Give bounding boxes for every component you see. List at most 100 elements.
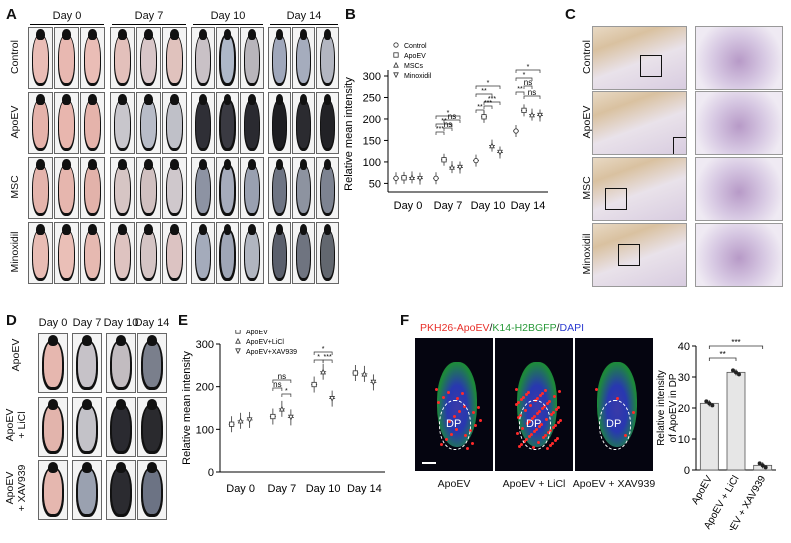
e-point-s1-c0 xyxy=(237,417,244,424)
f-x-tick-label-0: ApoEV xyxy=(690,474,715,507)
mouse-photo-r2-d1-2 xyxy=(162,157,187,219)
b-sig-label-10: * xyxy=(527,64,530,71)
b-sig-label-14: ns xyxy=(528,88,536,97)
day-label-2: Day 10 xyxy=(210,10,246,22)
f-fluorescence-image-2: DP xyxy=(575,338,653,471)
f-dp-label-1: DP xyxy=(526,418,542,430)
e-sig-bracket-0 xyxy=(272,379,292,383)
f-image-caption-2: ApoEV + XAV939 xyxy=(572,478,656,490)
mouse-photo-r0-d3-1 xyxy=(292,27,315,89)
b-point-s1-c3 xyxy=(521,107,527,113)
e-point-s0-c2 xyxy=(311,381,317,388)
row-label-1: ApoEV xyxy=(9,105,21,139)
e-legend-marker-0 xyxy=(235,330,241,334)
e-sig-label-5: *** xyxy=(324,354,332,361)
e-x-tick-label-3: Day 14 xyxy=(347,483,382,495)
b-point-s3-c0 xyxy=(417,176,423,182)
b-sig-label-13: ns xyxy=(524,78,532,87)
c-histology-zoom-3 xyxy=(695,223,783,287)
e-legend-marker-2 xyxy=(235,348,241,355)
mouse-photo-r3-d1-0 xyxy=(110,222,135,284)
e-point-s0-c1 xyxy=(270,413,276,420)
mouse-photo-r2-d3-0 xyxy=(268,157,291,219)
c-inset-box-1 xyxy=(673,137,686,154)
mouse-photo-r1-d2-2 xyxy=(240,92,264,154)
c-inset-box-3 xyxy=(618,244,640,266)
mouse-photo-r2-d0-0 xyxy=(28,157,53,219)
f-title-part-1: / xyxy=(489,322,493,334)
f-dp-region-1 xyxy=(519,400,551,450)
c-histology-overview-1 xyxy=(592,91,687,155)
mouse-photo-r3-d3-1 xyxy=(292,222,315,284)
b-point-s0-c3 xyxy=(513,128,519,134)
d-mouse-photo-r2-c2 xyxy=(106,460,136,520)
e-sig-label-1: ns xyxy=(273,380,281,389)
d-day-label-0: Day 0 xyxy=(38,317,68,329)
b-sig-bracket-13 xyxy=(523,85,533,89)
e-y-tick-label-0: 0 xyxy=(208,467,214,479)
f-point-2-1 xyxy=(760,463,765,468)
f-point-2-0 xyxy=(757,461,762,466)
e-point-s2-c1 xyxy=(288,414,294,421)
d-mouse-photo-r2-c1 xyxy=(72,460,102,520)
f-y-axis-label-line-0: Relative intensity xyxy=(656,370,667,446)
b-point-s0-c1 xyxy=(433,175,439,181)
f-y-axis-label-line-1: of ApoEV in DP xyxy=(668,373,679,442)
d-mouse-photo-r0-c1 xyxy=(72,333,102,393)
b-sig-label-2: *** xyxy=(436,126,444,133)
b-sig-label-0: * xyxy=(447,110,450,117)
d-mouse-photo-r1-c2 xyxy=(106,397,136,457)
mouse-photo-r0-d0-0 xyxy=(28,27,53,89)
mouse-photo-r1-d2-1 xyxy=(215,92,240,154)
row-label-2: MSC xyxy=(9,175,21,199)
day-group-line-3 xyxy=(270,24,338,25)
b-sig-bracket-5 xyxy=(475,85,501,89)
mouse-photo-r2-d3-1 xyxy=(292,157,315,219)
panel-a-letter: A xyxy=(6,6,17,23)
b-point-s2-c0 xyxy=(409,174,415,180)
b-sig-bracket-7 xyxy=(483,101,501,105)
f-point-1-0 xyxy=(731,368,735,373)
e-legend-label-1: ApoEV+LiCl xyxy=(246,339,284,346)
d-day-label-3: Day 14 xyxy=(134,317,170,329)
b-sig-bracket-4 xyxy=(443,119,461,123)
e-y-tick-label-1: 100 xyxy=(196,424,214,436)
b-sig-bracket-3 xyxy=(443,127,453,131)
mouse-photo-r1-d1-1 xyxy=(136,92,161,154)
f-title-part-0: PKH26-ApoEV xyxy=(420,322,490,334)
c-histology-overview-2 xyxy=(592,157,687,221)
d-mouse-photo-r1-c1 xyxy=(72,397,102,457)
b-sig-label-8: ** xyxy=(477,104,483,111)
e-point-s2-c3 xyxy=(370,379,377,386)
e-y-tick-label-2: 200 xyxy=(196,382,214,394)
e-sig-label-4: * xyxy=(317,354,320,361)
b-point-s1-c1 xyxy=(441,157,447,163)
b-sig-bracket-10 xyxy=(515,69,541,73)
b-sig-label-9: *** xyxy=(484,100,492,107)
e-x-tick-label-0: Day 0 xyxy=(226,483,255,495)
b-legend-marker-1 xyxy=(393,52,399,58)
mouse-photo-r3-d1-2 xyxy=(162,222,187,284)
mouse-photo-r3-d0-1 xyxy=(54,222,79,284)
panel-b-chart: 50 100 150 200 250 300 Relative mean intensity… xyxy=(343,42,548,212)
b-x-tick-label-2: Day 10 xyxy=(471,200,506,212)
d-mouse-photo-r1-c3 xyxy=(137,397,167,457)
b-sig-bracket-1 xyxy=(435,123,453,127)
d-mouse-photo-r1-c0 xyxy=(38,397,68,457)
mouse-photo-r1-d3-0 xyxy=(268,92,291,154)
mouse-photo-r3-d1-1 xyxy=(136,222,161,284)
mouse-photo-r2-d3-2 xyxy=(316,157,339,219)
d-mouse-photo-r0-c3 xyxy=(137,333,167,393)
d-day-label-1: Day 7 xyxy=(72,317,102,329)
b-y-tick-label-2: 150 xyxy=(363,135,381,147)
b-point-s3-c3 xyxy=(537,112,543,119)
b-sig-bracket-8 xyxy=(475,109,485,113)
d-day-label-2: Day 10 xyxy=(103,317,139,329)
f-point-1-1 xyxy=(734,370,738,375)
mouse-photo-r2-d0-1 xyxy=(54,157,79,219)
c-histology-overview-3 xyxy=(592,223,687,287)
e-point-s2-c0 xyxy=(246,417,253,424)
mouse-photo-r2-d2-0 xyxy=(191,157,215,219)
b-y-tick-label-1: 100 xyxy=(363,157,381,169)
c-histology-zoom-2 xyxy=(695,157,783,221)
